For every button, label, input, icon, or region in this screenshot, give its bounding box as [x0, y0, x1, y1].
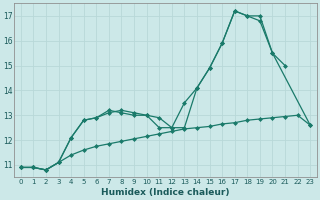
X-axis label: Humidex (Indice chaleur): Humidex (Indice chaleur): [101, 188, 230, 197]
